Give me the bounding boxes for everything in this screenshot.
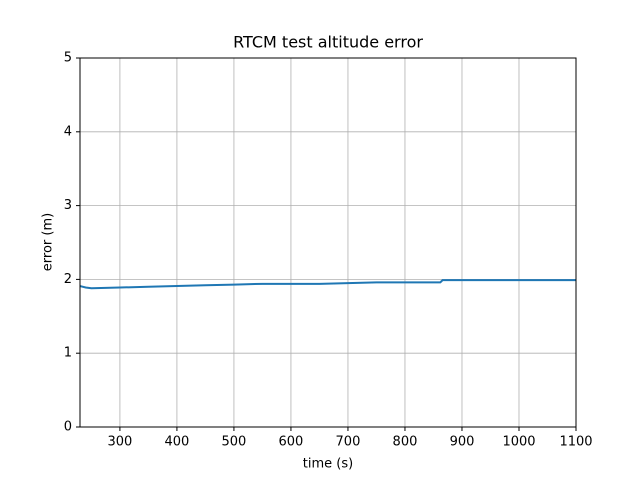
axes-frame [79,57,577,428]
y-axis-label: error (m) [41,213,56,271]
x-tick-label: 400 [165,435,190,450]
x-tick-label: 500 [222,435,247,450]
y-tick-label: 3 [64,198,72,213]
x-tick-label: 800 [393,435,418,450]
y-tick-label: 5 [64,51,72,66]
chart-title: RTCM test altitude error [233,33,423,52]
x-tick-label: 700 [336,435,361,450]
x-tick-label: 1100 [559,435,592,450]
x-tick-label: 1000 [502,435,535,450]
y-tick-label: 0 [64,420,72,435]
y-tick-label: 4 [64,124,72,139]
x-tick-label: 900 [450,435,475,450]
x-tick-label: 600 [279,435,304,450]
x-axis-label: time (s) [303,457,353,472]
x-tick-label: 300 [107,435,132,450]
y-tick-label: 1 [64,346,72,361]
y-tick-label: 2 [64,272,72,287]
data-line [79,279,576,290]
